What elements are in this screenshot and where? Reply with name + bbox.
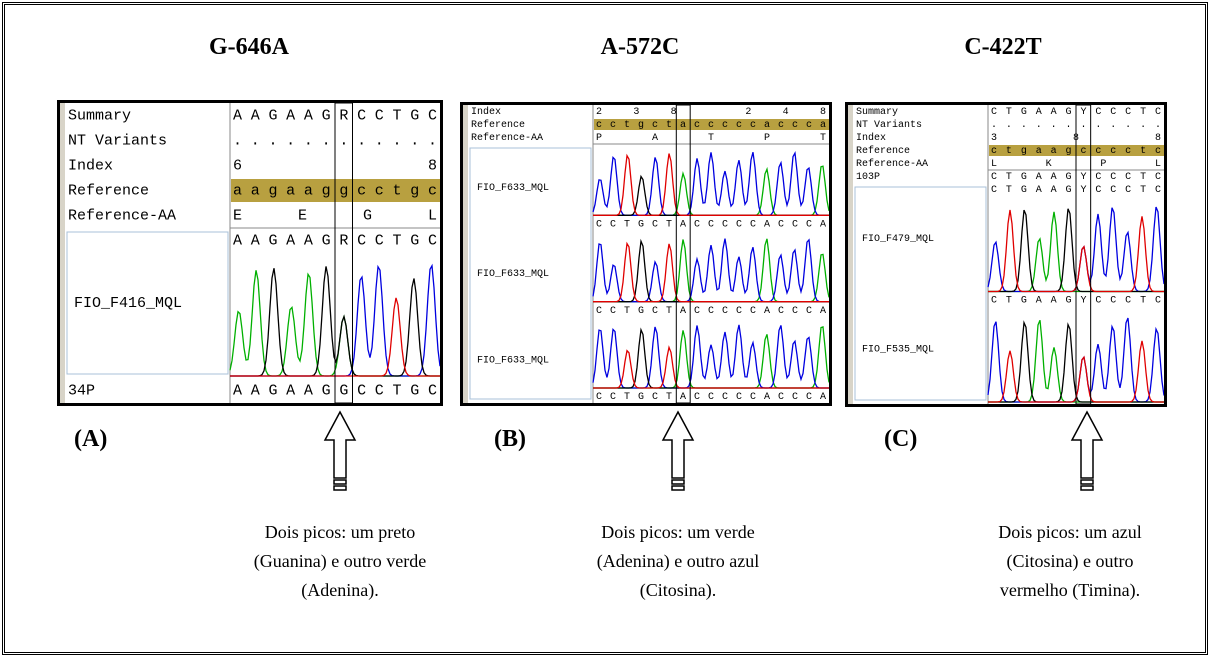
scroll-edge [60, 103, 65, 403]
arrow [1072, 412, 1102, 490]
row-label: 103P [856, 172, 880, 183]
row-label: Reference-AA [856, 158, 928, 170]
sample-name: FIO_F633_MQL [477, 183, 549, 194]
row-label: 34P [68, 382, 95, 399]
arrow [663, 412, 693, 490]
row-label: Summary [68, 107, 131, 124]
caption-line: (Citosina) e outro [940, 547, 1200, 576]
trace [593, 239, 829, 302]
trace [593, 241, 829, 301]
panel-label: (A) [74, 426, 107, 453]
sequence: CCTGCTACCCCCACCCA [596, 306, 826, 317]
caption-line: Dois picos: um preto [210, 518, 470, 547]
panel-label: (B) [494, 426, 526, 453]
caption-line: (Adenina) e outro azul [548, 547, 808, 576]
caption-line: Dois picos: um azul [940, 518, 1200, 547]
sample-name: FIO_F416_MQL [74, 295, 182, 312]
trace [593, 166, 829, 215]
panel-title: G-646A [149, 34, 349, 61]
trace [593, 154, 829, 216]
caption-line: (Adenina). [210, 576, 470, 605]
trace [593, 347, 829, 388]
trace [593, 327, 829, 388]
panel-title: A-572C [540, 34, 740, 61]
caption-line: (Guanina) e outro verde [210, 547, 470, 576]
row-label: Index [471, 106, 501, 118]
panel-label: (C) [884, 426, 917, 453]
figure: G-646A (A) Dois picos: um preto(Guanina) e… [0, 0, 1210, 657]
row-label: Reference-AA [68, 207, 176, 224]
row-label: Reference-AA [471, 132, 543, 144]
sample-name: FIO_F633_MQL [477, 269, 549, 280]
trace [593, 325, 829, 388]
trace [593, 177, 829, 216]
row-label: Reference [471, 119, 525, 131]
row-label: NT Variants [856, 119, 922, 131]
caption: Dois picos: um preto(Guanina) e outro ve… [210, 518, 470, 605]
caption-line: Dois picos: um verde [548, 518, 808, 547]
caption-line: (Citosina). [548, 576, 808, 605]
sample-name: FIO_F535_MQL [862, 344, 934, 355]
row-label: NT Variants [68, 132, 167, 149]
row-label: Summary [856, 107, 898, 118]
sequence: P A T P T [596, 133, 826, 144]
arrow [325, 412, 355, 490]
scroll-edge [848, 105, 853, 404]
row-label: Reference [856, 145, 910, 157]
row-label: Index [68, 157, 113, 174]
sample-name: FIO_F479_MQL [862, 234, 934, 245]
row-label: Index [856, 132, 886, 144]
sequence: 238 248 [596, 107, 826, 118]
caption-line: vermelho (Timina). [940, 576, 1200, 605]
trace [593, 152, 829, 215]
sequence: CCTGCTACCCCCACCCA [596, 392, 826, 403]
trace [593, 330, 829, 388]
sequence: CCTGCTACCCCCACCCA [596, 219, 826, 230]
reference-band [989, 145, 1164, 156]
scroll-edge [463, 105, 468, 403]
panel-title: C-422T [903, 34, 1103, 61]
caption: Dois picos: um verde(Adenina) e outro az… [548, 518, 808, 605]
row-label: Reference [68, 182, 149, 199]
variant-column [676, 105, 690, 403]
sample-name: FIO_F633_MQL [477, 355, 549, 366]
